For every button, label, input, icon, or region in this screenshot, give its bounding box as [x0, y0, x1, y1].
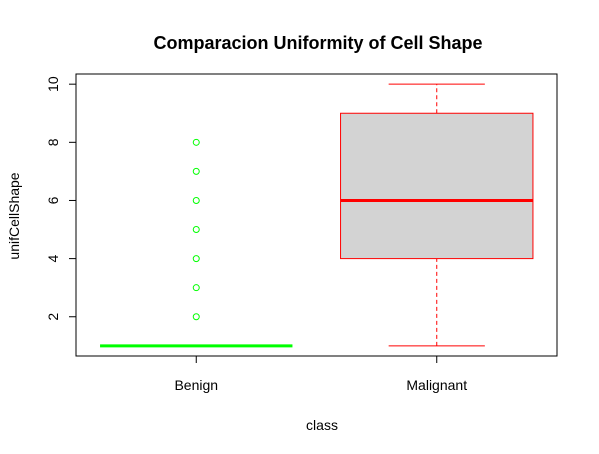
y-axis-label: unifCellShape — [6, 172, 22, 259]
box-rect — [340, 112, 534, 260]
outlier-point — [192, 167, 200, 175]
x-tick-label: Malignant — [406, 377, 467, 393]
outlier-point — [192, 284, 200, 292]
box-benign — [100, 138, 293, 348]
box-malignant — [340, 83, 534, 347]
x-axis: Benign Malignant — [174, 356, 467, 393]
chart-title: Comparacion Uniformity of Cell Shape — [153, 33, 482, 53]
outlier-point — [192, 196, 200, 204]
y-tick-label: 6 — [45, 196, 61, 204]
outlier-point — [192, 313, 200, 321]
y-tick-label: 8 — [45, 138, 61, 146]
outlier-point — [192, 226, 200, 234]
outlier-point — [192, 255, 200, 263]
outlier-point — [192, 138, 200, 146]
y-tick-label: 4 — [45, 255, 61, 263]
y-tick-label: 2 — [45, 313, 61, 321]
box-group — [100, 83, 534, 348]
x-axis-label: class — [306, 417, 338, 433]
y-tick-label: 10 — [45, 76, 61, 92]
y-axis: 2 4 6 8 10 — [45, 76, 77, 321]
x-tick-label: Benign — [174, 377, 218, 393]
